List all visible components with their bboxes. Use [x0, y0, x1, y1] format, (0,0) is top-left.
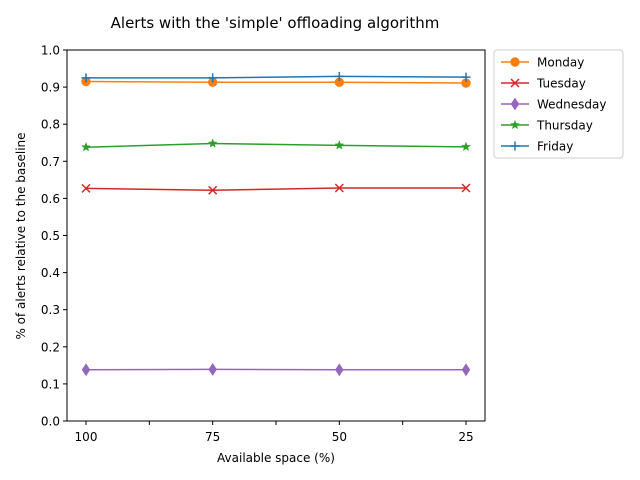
data-point	[81, 363, 91, 377]
data-point	[334, 183, 344, 193]
legend-entry: Tuesday	[501, 77, 586, 91]
series-tuesday	[81, 183, 471, 195]
data-point	[81, 141, 91, 152]
y-tick-label: 0.9	[41, 81, 60, 95]
x-tick-label: 75	[205, 430, 220, 444]
legend-label: Monday	[537, 56, 584, 70]
plot-area	[66, 49, 486, 422]
legend-marker	[510, 141, 520, 151]
legend-label: Wednesday	[537, 98, 606, 112]
data-point	[461, 141, 471, 152]
data-point	[208, 363, 217, 376]
legend-entry: Thursday	[501, 119, 593, 133]
legend-label: Thursday	[536, 119, 593, 133]
x-tick-label: 50	[332, 430, 347, 444]
x-axis: 100 75 50 25	[75, 421, 474, 444]
data-point	[81, 183, 91, 193]
data-point	[335, 363, 344, 377]
data-point	[208, 73, 218, 83]
y-tick-label: 0.6	[41, 192, 60, 206]
legend-entry: Wednesday	[501, 98, 606, 112]
x-axis-label: Available space (%)	[217, 451, 335, 465]
series-line	[86, 75, 467, 79]
y-tick-label: 0.7	[41, 155, 60, 169]
legend-label: Tuesday	[536, 77, 586, 91]
series-friday	[81, 71, 471, 83]
data-point	[334, 140, 345, 150]
data-point	[207, 138, 218, 148]
y-axis-label: % of alerts relative to the baseline	[14, 132, 28, 339]
series-line	[85, 142, 467, 148]
y-tick-label: 0.5	[41, 229, 60, 243]
legend-marker	[510, 78, 520, 88]
y-axis: 0.0 0.1 0.2 0.3 0.4 0.5 0.6 0.7 0.8 0.9 1.0	[41, 44, 67, 429]
series-line	[85, 80, 467, 84]
legend-entry: Monday	[501, 56, 584, 70]
series-wednesday	[81, 363, 471, 377]
data-point	[208, 185, 218, 195]
legend-entry: Friday	[501, 140, 573, 154]
legend-marker	[510, 57, 520, 67]
legend-marker	[510, 119, 520, 130]
y-tick-label: 0.8	[41, 118, 60, 132]
legend-marker	[510, 97, 520, 111]
series-line	[85, 187, 466, 191]
y-tick-label: 0.1	[41, 377, 60, 391]
series-thursday	[81, 138, 471, 152]
series-monday	[81, 76, 471, 88]
series-layer	[81, 71, 471, 377]
y-tick-label: 1.0	[41, 44, 60, 58]
legend-frame	[493, 49, 624, 159]
data-point	[334, 71, 344, 81]
data-point	[461, 363, 471, 377]
legend: Monday Tuesday Wednesday Thursday Friday	[493, 49, 624, 159]
x-tick-label: 100	[75, 430, 98, 444]
y-tick-label: 0.0	[41, 415, 60, 429]
data-point	[461, 72, 471, 82]
y-tick-label: 0.3	[41, 303, 60, 317]
data-point	[461, 183, 471, 193]
y-tick-label: 0.4	[41, 266, 60, 280]
x-tick-label: 25	[458, 430, 473, 444]
chart-title: Alerts with the 'simple' offloading algo…	[111, 14, 440, 32]
legend-label: Friday	[537, 140, 573, 154]
y-tick-label: 0.2	[41, 340, 60, 354]
data-point	[81, 73, 91, 83]
